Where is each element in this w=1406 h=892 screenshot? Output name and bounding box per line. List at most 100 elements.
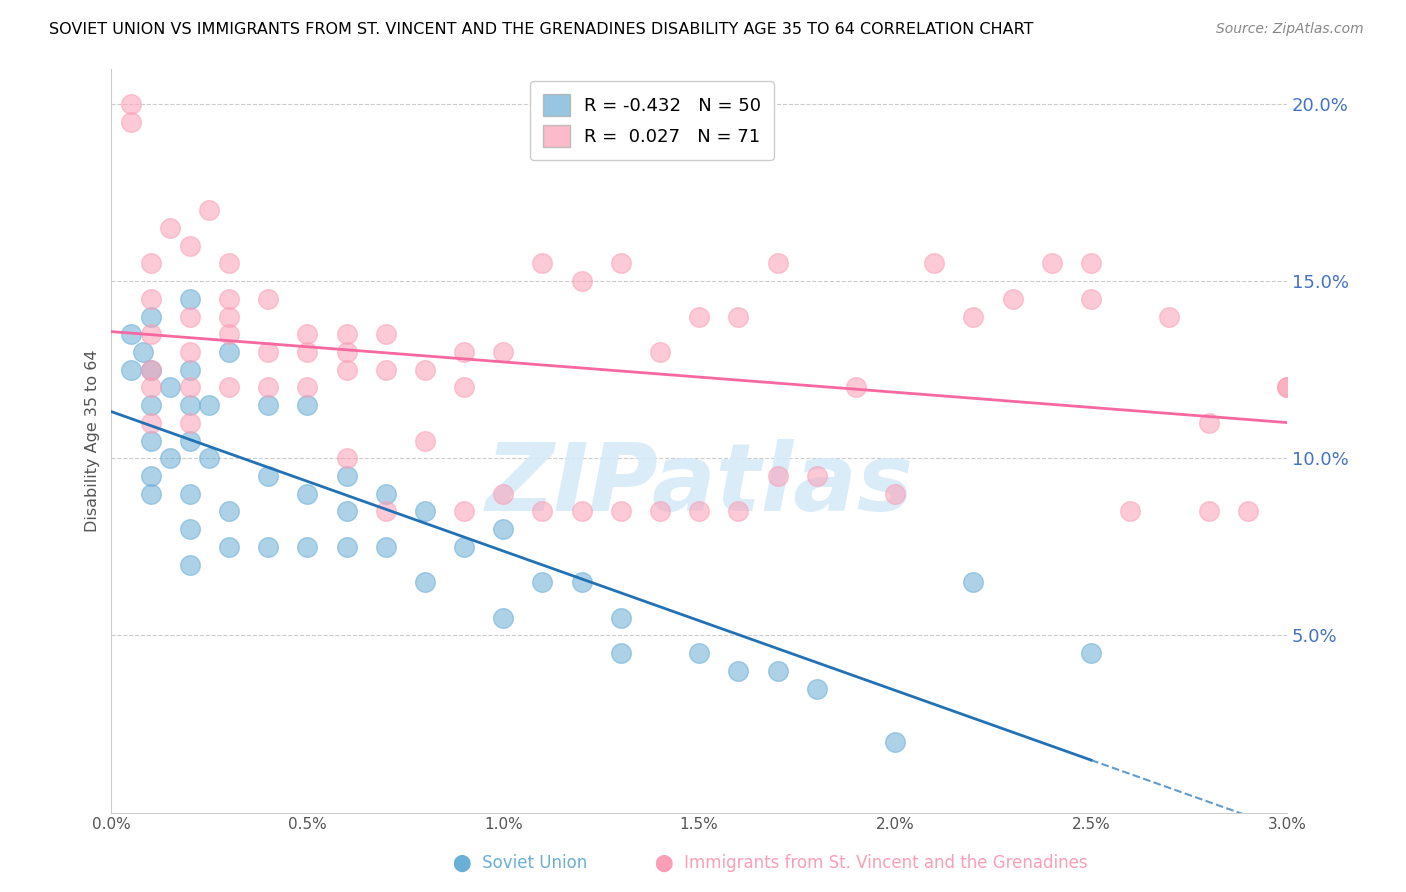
Point xyxy=(297,486,319,500)
Text: Source: ZipAtlas.com: Source: ZipAtlas.com xyxy=(1216,22,1364,37)
Point xyxy=(1198,416,1220,430)
Point xyxy=(139,362,162,376)
Text: ⬤  Immigrants from St. Vincent and the Grenadines: ⬤ Immigrants from St. Vincent and the Gr… xyxy=(655,855,1088,872)
Point xyxy=(218,256,240,270)
Point xyxy=(179,522,201,536)
Point xyxy=(335,451,357,466)
Text: ⬤  Soviet Union: ⬤ Soviet Union xyxy=(453,855,588,872)
Point xyxy=(335,362,357,376)
Point xyxy=(962,575,984,590)
Point xyxy=(159,451,181,466)
Point xyxy=(179,238,201,252)
Point xyxy=(297,398,319,412)
Point xyxy=(335,345,357,359)
Point xyxy=(257,292,280,306)
Point xyxy=(257,345,280,359)
Point xyxy=(845,380,868,394)
Point xyxy=(1119,504,1142,518)
Point xyxy=(884,486,907,500)
Point xyxy=(1080,292,1102,306)
Point xyxy=(179,345,201,359)
Point xyxy=(139,256,162,270)
Point xyxy=(453,380,475,394)
Point xyxy=(374,504,396,518)
Point xyxy=(218,327,240,342)
Point xyxy=(297,345,319,359)
Point xyxy=(297,380,319,394)
Point xyxy=(453,345,475,359)
Point xyxy=(492,345,515,359)
Point xyxy=(335,469,357,483)
Point xyxy=(120,114,142,128)
Point xyxy=(257,540,280,554)
Point xyxy=(179,380,201,394)
Point xyxy=(806,681,828,696)
Point xyxy=(1198,504,1220,518)
Point xyxy=(179,558,201,572)
Point xyxy=(218,310,240,324)
Point xyxy=(1159,310,1181,324)
Point xyxy=(179,292,201,306)
Point xyxy=(374,486,396,500)
Point xyxy=(962,310,984,324)
Point xyxy=(531,575,554,590)
Y-axis label: Disability Age 35 to 64: Disability Age 35 to 64 xyxy=(86,350,100,532)
Point xyxy=(492,522,515,536)
Point xyxy=(884,734,907,748)
Point xyxy=(688,646,710,660)
Text: SOVIET UNION VS IMMIGRANTS FROM ST. VINCENT AND THE GRENADINES DISABILITY AGE 35: SOVIET UNION VS IMMIGRANTS FROM ST. VINC… xyxy=(49,22,1033,37)
Point xyxy=(179,398,201,412)
Point xyxy=(453,540,475,554)
Point xyxy=(492,610,515,624)
Point xyxy=(139,486,162,500)
Point xyxy=(139,416,162,430)
Point xyxy=(120,327,142,342)
Point xyxy=(1275,380,1298,394)
Point xyxy=(139,292,162,306)
Point xyxy=(374,362,396,376)
Point xyxy=(1080,646,1102,660)
Point xyxy=(648,345,671,359)
Point xyxy=(297,540,319,554)
Point xyxy=(335,504,357,518)
Point xyxy=(198,203,221,218)
Point xyxy=(571,504,593,518)
Point xyxy=(139,380,162,394)
Point xyxy=(727,310,749,324)
Point xyxy=(159,221,181,235)
Point xyxy=(610,610,633,624)
Point xyxy=(139,469,162,483)
Point xyxy=(1275,380,1298,394)
Point xyxy=(531,504,554,518)
Point xyxy=(257,398,280,412)
Point xyxy=(218,380,240,394)
Point xyxy=(297,327,319,342)
Point xyxy=(132,345,155,359)
Point xyxy=(179,310,201,324)
Point xyxy=(453,504,475,518)
Point xyxy=(374,327,396,342)
Point xyxy=(218,292,240,306)
Point xyxy=(139,398,162,412)
Legend: R = -0.432   N = 50, R =  0.027   N = 71: R = -0.432 N = 50, R = 0.027 N = 71 xyxy=(530,81,775,160)
Point xyxy=(198,398,221,412)
Point xyxy=(374,540,396,554)
Point xyxy=(688,310,710,324)
Point xyxy=(218,504,240,518)
Point xyxy=(688,504,710,518)
Text: ZIPatlas: ZIPatlas xyxy=(485,439,914,531)
Point xyxy=(413,504,436,518)
Point xyxy=(179,434,201,448)
Point xyxy=(257,469,280,483)
Point xyxy=(120,362,142,376)
Point xyxy=(571,274,593,288)
Point xyxy=(139,310,162,324)
Point xyxy=(413,362,436,376)
Point xyxy=(766,664,789,678)
Point xyxy=(1080,256,1102,270)
Point xyxy=(413,575,436,590)
Point xyxy=(139,434,162,448)
Point xyxy=(159,380,181,394)
Point xyxy=(492,486,515,500)
Point xyxy=(571,575,593,590)
